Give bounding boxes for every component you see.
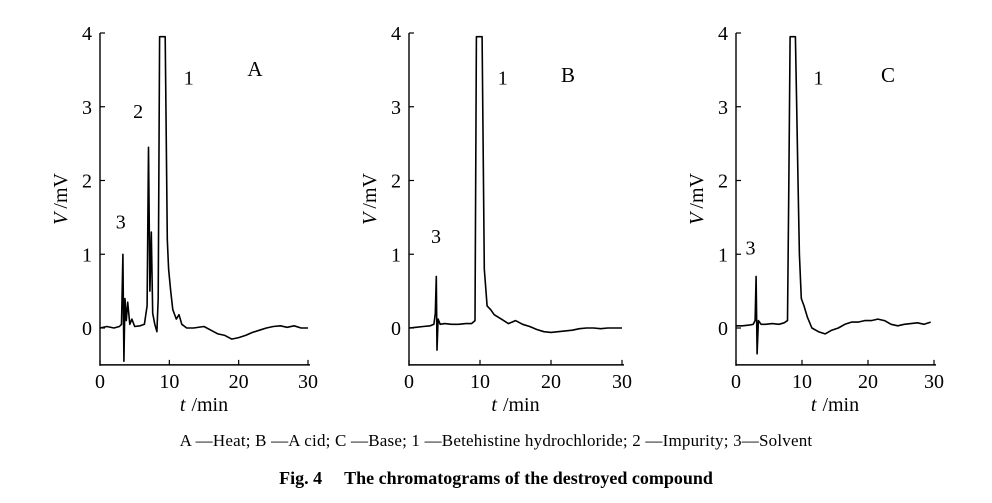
- x-tick-label: 10: [792, 371, 812, 393]
- y-tick-label: 4: [82, 23, 92, 45]
- x-tick-label: 30: [612, 371, 632, 393]
- figure-title: The chromatograms of the destroyed compo…: [344, 468, 713, 488]
- y-axis-title: V/mV: [686, 172, 708, 224]
- chromatogram-trace: [736, 35, 931, 355]
- x-tick-label: 20: [541, 371, 561, 393]
- x-axis-variable: t: [811, 394, 817, 416]
- y-tick-label: 3: [391, 97, 401, 119]
- y-axis-title: V/mV: [50, 172, 72, 224]
- y-axis-unit: /mV: [50, 172, 72, 208]
- peak-label: 3: [431, 226, 441, 248]
- panel-label: C: [881, 63, 895, 87]
- peak-label: 1: [184, 68, 194, 90]
- y-axis-variable: V: [359, 210, 381, 225]
- x-tick-label: 10: [159, 371, 179, 393]
- y-tick-label: 1: [82, 244, 92, 266]
- x-tick-label: 30: [924, 371, 944, 393]
- peak-label: 3: [746, 237, 756, 259]
- y-tick-label: 1: [391, 244, 401, 266]
- y-tick-label: 2: [718, 171, 728, 193]
- y-tick-label: 0: [718, 318, 728, 340]
- y-axis-title: V/mV: [359, 172, 381, 224]
- x-axis-variable: t: [491, 394, 497, 416]
- x-axis-unit: /min: [822, 394, 859, 416]
- y-tick-label: 4: [391, 23, 401, 45]
- y-tick-label: 2: [391, 171, 401, 193]
- x-tick-label: 20: [858, 371, 878, 393]
- x-tick-label: 0: [95, 371, 105, 393]
- x-axis-unit: /min: [503, 394, 540, 416]
- y-tick-label: 3: [718, 97, 728, 119]
- y-tick-label: 2: [82, 171, 92, 193]
- y-axis-variable: V: [686, 210, 708, 225]
- y-axis-unit: /mV: [359, 172, 381, 208]
- panel-label: A: [247, 57, 263, 81]
- y-tick-label: 1: [718, 244, 728, 266]
- y-tick-label: 0: [82, 318, 92, 340]
- x-axis-variable: t: [180, 394, 186, 416]
- x-tick-label: 10: [470, 371, 490, 393]
- legend-text: A —Heat; B —A cid; C —Base; 1 —Betehisti…: [179, 431, 813, 450]
- x-tick-label: 0: [731, 371, 741, 393]
- peak-label: 1: [814, 68, 824, 90]
- panel-b: 0 1 2 3 4 0 10 20 30 t/min V/mV 3 1 B: [359, 23, 632, 416]
- chromatogram-trace: [99, 35, 308, 363]
- x-tick-label: 30: [298, 371, 318, 393]
- panel-a: 0 1 2 3 4 0 10 20 30 t/min V/mV 3 2 1 A: [50, 23, 318, 416]
- x-axis-unit: /min: [191, 394, 228, 416]
- peak-label: 2: [133, 101, 143, 123]
- y-tick-label: 4: [718, 23, 728, 45]
- chromatogram-trace: [408, 35, 622, 351]
- y-axis-unit: /mV: [686, 172, 708, 208]
- x-tick-label: 0: [404, 371, 414, 393]
- figure-number: Fig. 4: [279, 468, 323, 488]
- y-tick-label: 3: [82, 97, 92, 119]
- x-axis-title: t/min: [180, 394, 228, 416]
- peak-label: 1: [498, 68, 508, 90]
- figure-caption: Fig. 4 The chromatograms of the destroyed…: [0, 468, 992, 489]
- y-axis-variable: V: [50, 210, 72, 225]
- panel-label: B: [561, 63, 575, 87]
- x-axis-title: t/min: [811, 394, 859, 416]
- y-tick-label: 0: [391, 318, 401, 340]
- x-tick-label: 20: [229, 371, 249, 393]
- peak-label: 3: [116, 211, 126, 233]
- x-axis-title: t/min: [491, 394, 539, 416]
